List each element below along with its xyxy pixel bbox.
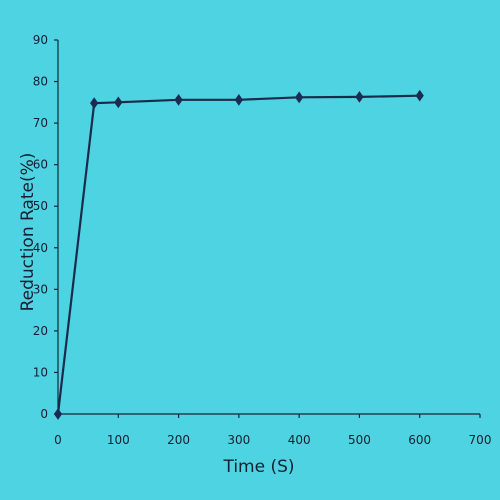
y-tick-label: 70 bbox=[33, 116, 48, 130]
y-axis: 0 10 20 30 40 50 60 70 80 90 bbox=[33, 33, 59, 421]
x-axis: 0 100 200 300 400 500 600 700 bbox=[54, 413, 492, 447]
x-tick-label: 500 bbox=[348, 433, 371, 447]
data-point-marker bbox=[234, 93, 243, 106]
data-point-marker bbox=[114, 96, 123, 109]
data-point-marker bbox=[355, 91, 364, 103]
data-point-marker bbox=[53, 408, 63, 420]
y-tick-label: 10 bbox=[33, 365, 48, 379]
series-line bbox=[56, 94, 420, 415]
x-axis-title: Time (S) bbox=[222, 457, 294, 477]
y-tick-label: 40 bbox=[33, 241, 48, 255]
data-point-marker bbox=[415, 89, 424, 102]
data-point-marker bbox=[295, 91, 304, 104]
y-tick-label: 90 bbox=[33, 33, 48, 47]
x-tick-label: 600 bbox=[408, 433, 431, 447]
y-tick-label: 0 bbox=[40, 407, 48, 421]
series bbox=[53, 89, 424, 420]
y-axis-title: Reduction Rate(%) bbox=[18, 153, 38, 312]
y-tick-label: 30 bbox=[33, 282, 48, 296]
x-tick-label: 100 bbox=[107, 433, 130, 447]
x-tick-label: 700 bbox=[469, 433, 492, 447]
data-point-marker bbox=[90, 97, 99, 110]
y-tick-label: 60 bbox=[33, 158, 48, 172]
x-tick-label: 200 bbox=[167, 433, 190, 447]
y-tick-label: 50 bbox=[33, 199, 48, 213]
y-tick-label: 80 bbox=[33, 75, 48, 89]
y-tick-label: 20 bbox=[33, 324, 48, 338]
x-tick-label: 300 bbox=[227, 433, 250, 447]
x-tick-label: 400 bbox=[288, 433, 311, 447]
x-tick-label: 0 bbox=[54, 433, 62, 447]
data-point-marker bbox=[174, 93, 183, 106]
